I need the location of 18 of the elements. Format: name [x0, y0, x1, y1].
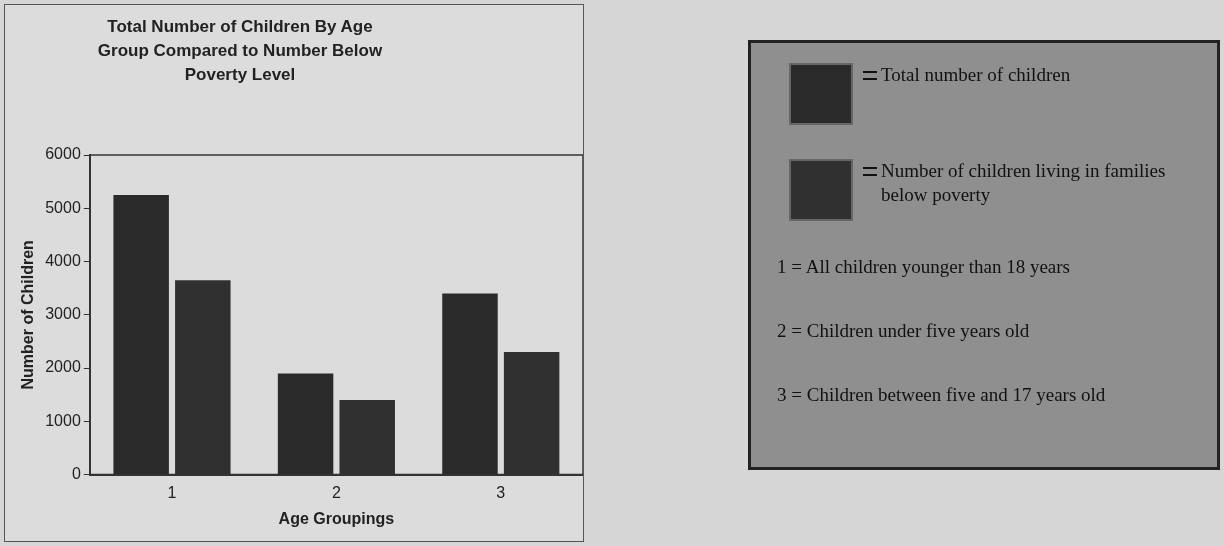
- chart-title: Total Number of Children By Age Group Compared to Number Below Poverty Level: [96, 16, 384, 86]
- y-tick-label: 5000: [45, 198, 81, 216]
- y-tick-label: 1000: [45, 411, 81, 429]
- y-tick-label: 3000: [45, 305, 81, 323]
- x-axis-title: Age Groupings: [278, 509, 395, 527]
- y-tick-label: 6000: [45, 145, 81, 163]
- text: 2 = Children under five years old: [777, 319, 1031, 343]
- y-tick-label: 2000: [45, 358, 81, 376]
- text: 1 = All children younger than 18 years: [777, 255, 1071, 279]
- y-tick-label: 4000: [45, 251, 81, 269]
- y-tick-label: 0: [71, 465, 81, 483]
- x-tick-label: 1: [167, 483, 177, 501]
- text: Number of children living in families below poverty: [881, 159, 1167, 207]
- y-axis-title: Number of Children: [19, 240, 37, 390]
- text: 3 = Children between five and 17 years old: [777, 383, 1107, 407]
- x-tick-label: 2: [331, 483, 341, 501]
- x-tick-label: 3: [496, 483, 506, 501]
- text: Total number of children: [881, 63, 1072, 87]
